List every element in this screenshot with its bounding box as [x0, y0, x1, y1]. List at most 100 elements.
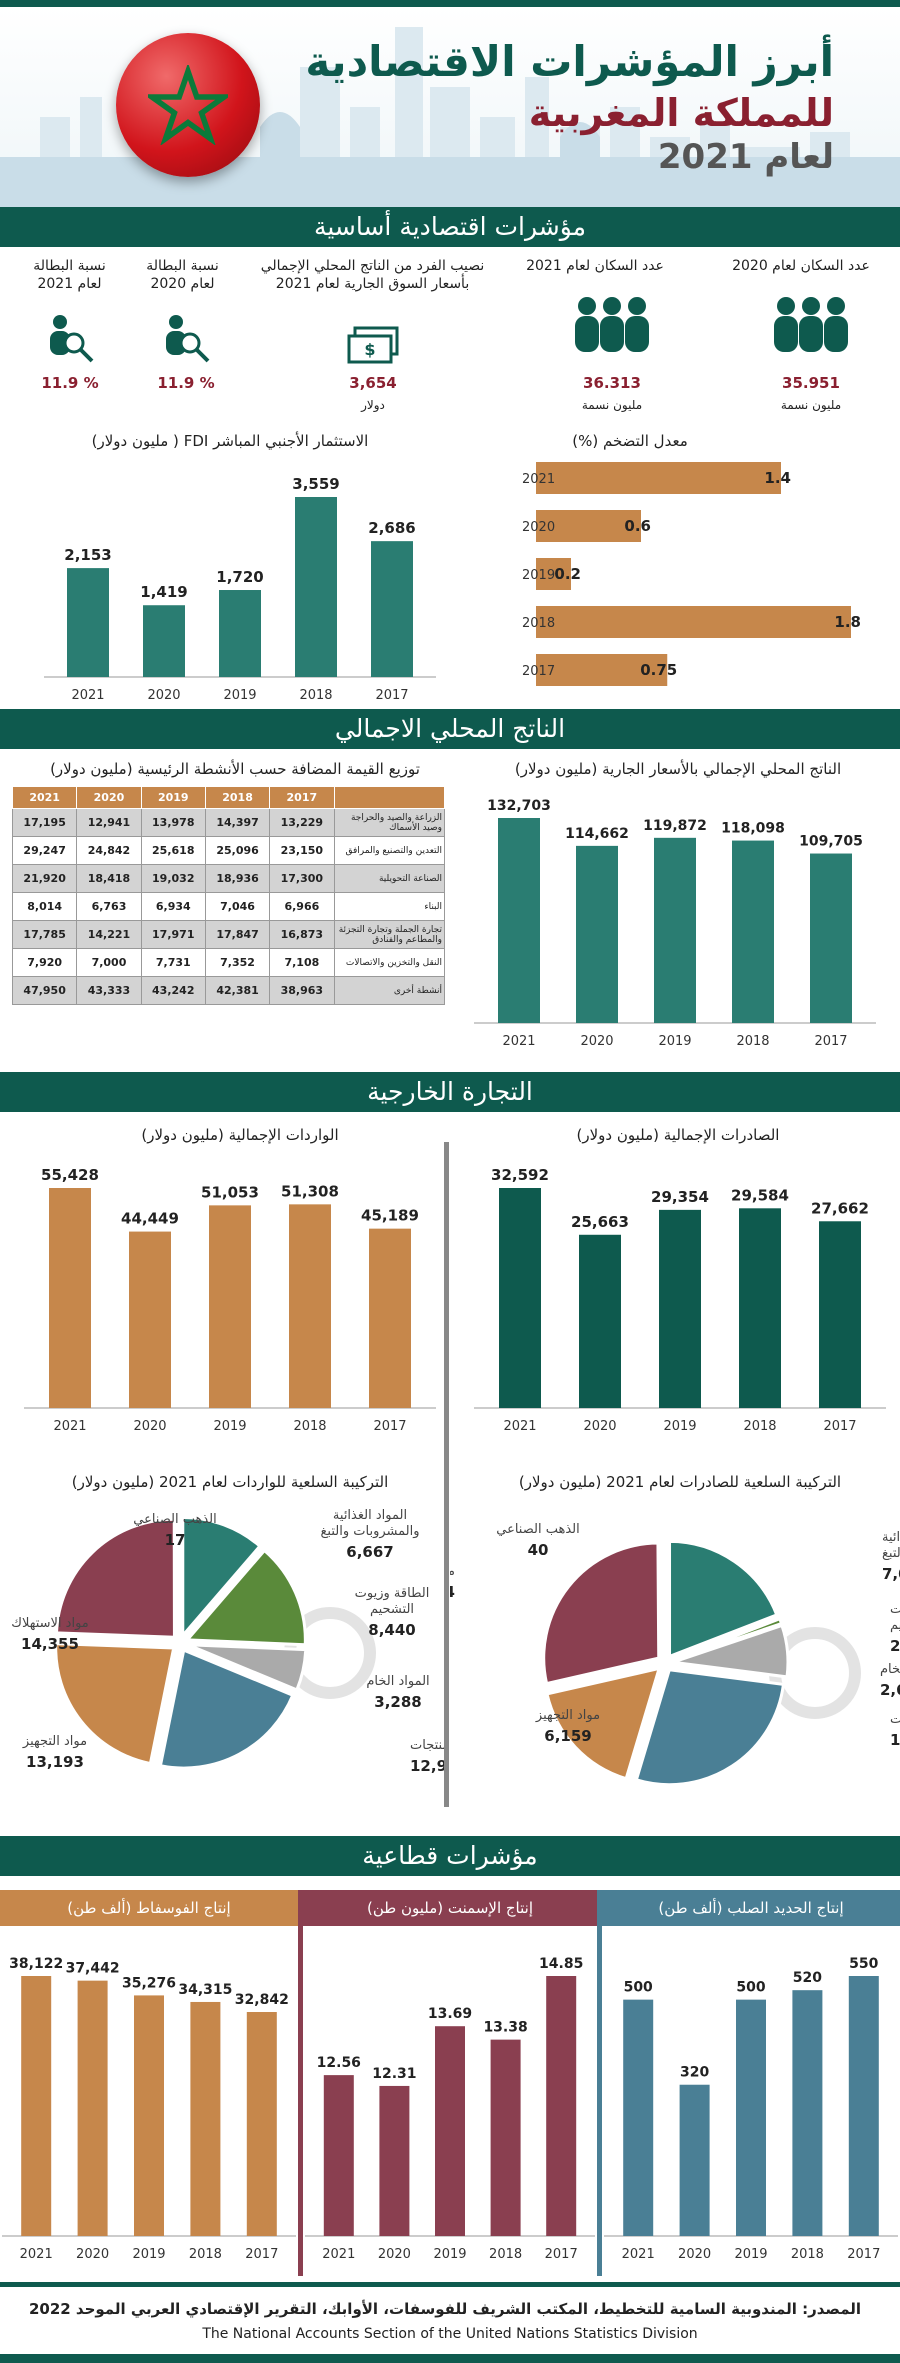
bar — [623, 1999, 654, 2236]
exports-bar-chart: 32,592 2021 25,663 2020 29,354 2019 29,584 2018… — [474, 1166, 886, 1434]
indicator-value: % 11.9 — [41, 374, 99, 392]
pie-slice — [672, 1623, 790, 1679]
imports-chart-title: الواردات الإجمالية (مليون دولار) — [141, 1126, 339, 1144]
table-cell: 7,920 — [11, 948, 78, 977]
value-added-table-title: توزيع القيمة المضافة حسب الأنشطة الرئيسي… — [50, 760, 420, 778]
slice-value-label: 6,667 — [346, 1543, 393, 1561]
y-tick-label: 2017 — [522, 664, 555, 679]
x-tick-label: 2020 — [76, 2247, 109, 2262]
bar — [546, 1976, 577, 2236]
bar — [369, 1228, 411, 1408]
y-tick-label: 2018 — [522, 616, 555, 631]
slice-value-label: 6,159 — [544, 1727, 591, 1745]
source-english: The National Accounts Section of the Uni… — [202, 2326, 698, 2342]
table-cell: 29,247 — [11, 836, 78, 865]
section-basic-indicators: مؤشرات اقتصادية أساسية — [0, 207, 900, 247]
x-tick-label: 2020 — [678, 2247, 711, 2262]
phosphate-panel-title: إنتاج الفوسفاط (ألف طن) — [0, 1890, 298, 1926]
steel-bar-chart: 500 2021 320 2020 500 2019 520 2018 550 2017 — [604, 1956, 898, 2262]
bar-value-label: 35,276 — [122, 1975, 176, 1991]
bar-value-label: 38,122 — [9, 1956, 63, 1972]
bar-value-label: 119,872 — [643, 818, 707, 834]
table-cell: 21,920 — [11, 864, 78, 893]
table-cell: 13,978 — [140, 808, 206, 837]
x-tick-label: 2020 — [580, 1034, 613, 1049]
bar-value-label: 12.31 — [372, 2066, 416, 2082]
table-cell: 13,229 — [269, 808, 335, 837]
pie-slice — [54, 1517, 176, 1639]
bar — [295, 497, 337, 677]
slice-value-label: 258 — [890, 1637, 900, 1655]
table-header: 2019 — [140, 786, 206, 809]
x-tick-label: 2019 — [213, 1419, 246, 1434]
bar-value-label: 500 — [736, 1980, 765, 1996]
x-tick-label: 2021 — [322, 2247, 355, 2262]
pie-slice — [181, 1516, 262, 1640]
slice-name-label: مواد الاستهلاك — [450, 1564, 455, 1579]
bar — [654, 837, 696, 1023]
bar — [209, 1205, 251, 1408]
row-label: أنشطة أخرى — [333, 976, 445, 1005]
slice-value-label: 2,642 — [880, 1681, 900, 1699]
pie-slice — [545, 1666, 662, 1781]
x-tick-label: 2021 — [503, 1419, 536, 1434]
row-label: البناء — [333, 892, 445, 921]
table-row: البناء 6,966 7,046 6,934 6,763 8,014 — [11, 892, 445, 921]
table-row: النقل والتخزين والاتصالات 7,108 7,352 7,731… — [11, 948, 445, 977]
bar — [219, 590, 261, 677]
source-arabic: المصدر: المندوبية السامية للتخطيط، المكت… — [28, 2300, 862, 2318]
bar-value-label: 13.69 — [428, 2006, 472, 2022]
slice-name-label: مواد التجهيز — [535, 1708, 600, 1723]
fdi-chart-title: الاستثمار الأجنبي المباشر FDI ( مليون دو… — [91, 432, 369, 450]
x-tick-label: 2018 — [736, 1034, 769, 1049]
indicator-unit: مليون نسمة — [581, 398, 643, 412]
x-tick-label: 2018 — [489, 2247, 522, 2262]
bar-value-label: 51,308 — [281, 1182, 339, 1200]
row-label: النقل والتخزين والاتصالات — [333, 948, 445, 977]
bar-value-label: 1.8 — [834, 613, 861, 631]
table-cell: 18,936 — [204, 864, 271, 893]
bar — [848, 1976, 879, 2236]
x-tick-label: 2019 — [658, 1034, 691, 1049]
bar-value-label: 132,703 — [487, 798, 551, 814]
indicator-value: 35.951 — [782, 374, 840, 392]
indicator-label: عدد السكان لعام 2021 — [526, 258, 664, 274]
row-label: التعدين والتصنيع والمرافق — [333, 836, 445, 865]
bar — [536, 558, 571, 590]
bar-value-label: 44,449 — [121, 1210, 179, 1228]
bar — [289, 1204, 331, 1408]
table-cell: 14,221 — [76, 920, 142, 949]
table-cell: 25,618 — [140, 836, 206, 865]
slice-value-label: 13,193 — [26, 1753, 84, 1771]
phosphate-bar-chart: 38,122 2021 37,442 2020 35,276 2019 34,315 2018… — [2, 1956, 296, 2262]
population-icon — [774, 297, 848, 352]
bar-value-label: 520 — [793, 1970, 822, 1986]
vertical-divider — [444, 1142, 449, 1807]
bar — [536, 654, 668, 686]
bar — [190, 2001, 221, 2236]
bar-value-label: 45,189 — [361, 1207, 419, 1225]
bar — [246, 2012, 277, 2236]
bar-value-label: 500 — [624, 1980, 653, 1996]
table-cell: 6,763 — [76, 892, 142, 921]
table-row: تجارة الجملة وتجارة التجزئة والمطاعم وال… — [11, 920, 445, 949]
bar — [732, 840, 774, 1023]
gdp-chart-title: الناتج المحلي الإجمالي بالأسعار الجارية … — [514, 760, 842, 778]
bottom-divider — [0, 2282, 900, 2287]
indicator-label: عدد السكان لعام 2020 — [732, 258, 870, 274]
table-cell: 7,731 — [140, 948, 206, 977]
bar — [579, 1234, 621, 1408]
page-title: أبرز المؤشرات الاقتصادية — [305, 37, 834, 86]
gdp-bar-chart: 132,703 2021 114,662 2020 119,872 2019 118,098… — [474, 798, 876, 1049]
x-tick-label: 2018 — [299, 688, 332, 703]
bar — [134, 1995, 164, 2236]
value-added-table: 2017 2018 2019 2020 2021 الزراعة والصيد … — [11, 786, 445, 1005]
table-cell: 7,352 — [204, 948, 271, 977]
table-cell: 24,842 — [76, 836, 142, 865]
x-tick-label: 2020 — [147, 688, 180, 703]
section-trade: التجارة الخارجية — [0, 1072, 900, 1112]
indicator-label: نصيب الفرد من الناتج المحلي الإجمالي بأس… — [260, 258, 485, 292]
x-tick-label: 2018 — [743, 1419, 776, 1434]
pie-slice — [662, 1538, 667, 1656]
bar — [499, 1188, 541, 1408]
